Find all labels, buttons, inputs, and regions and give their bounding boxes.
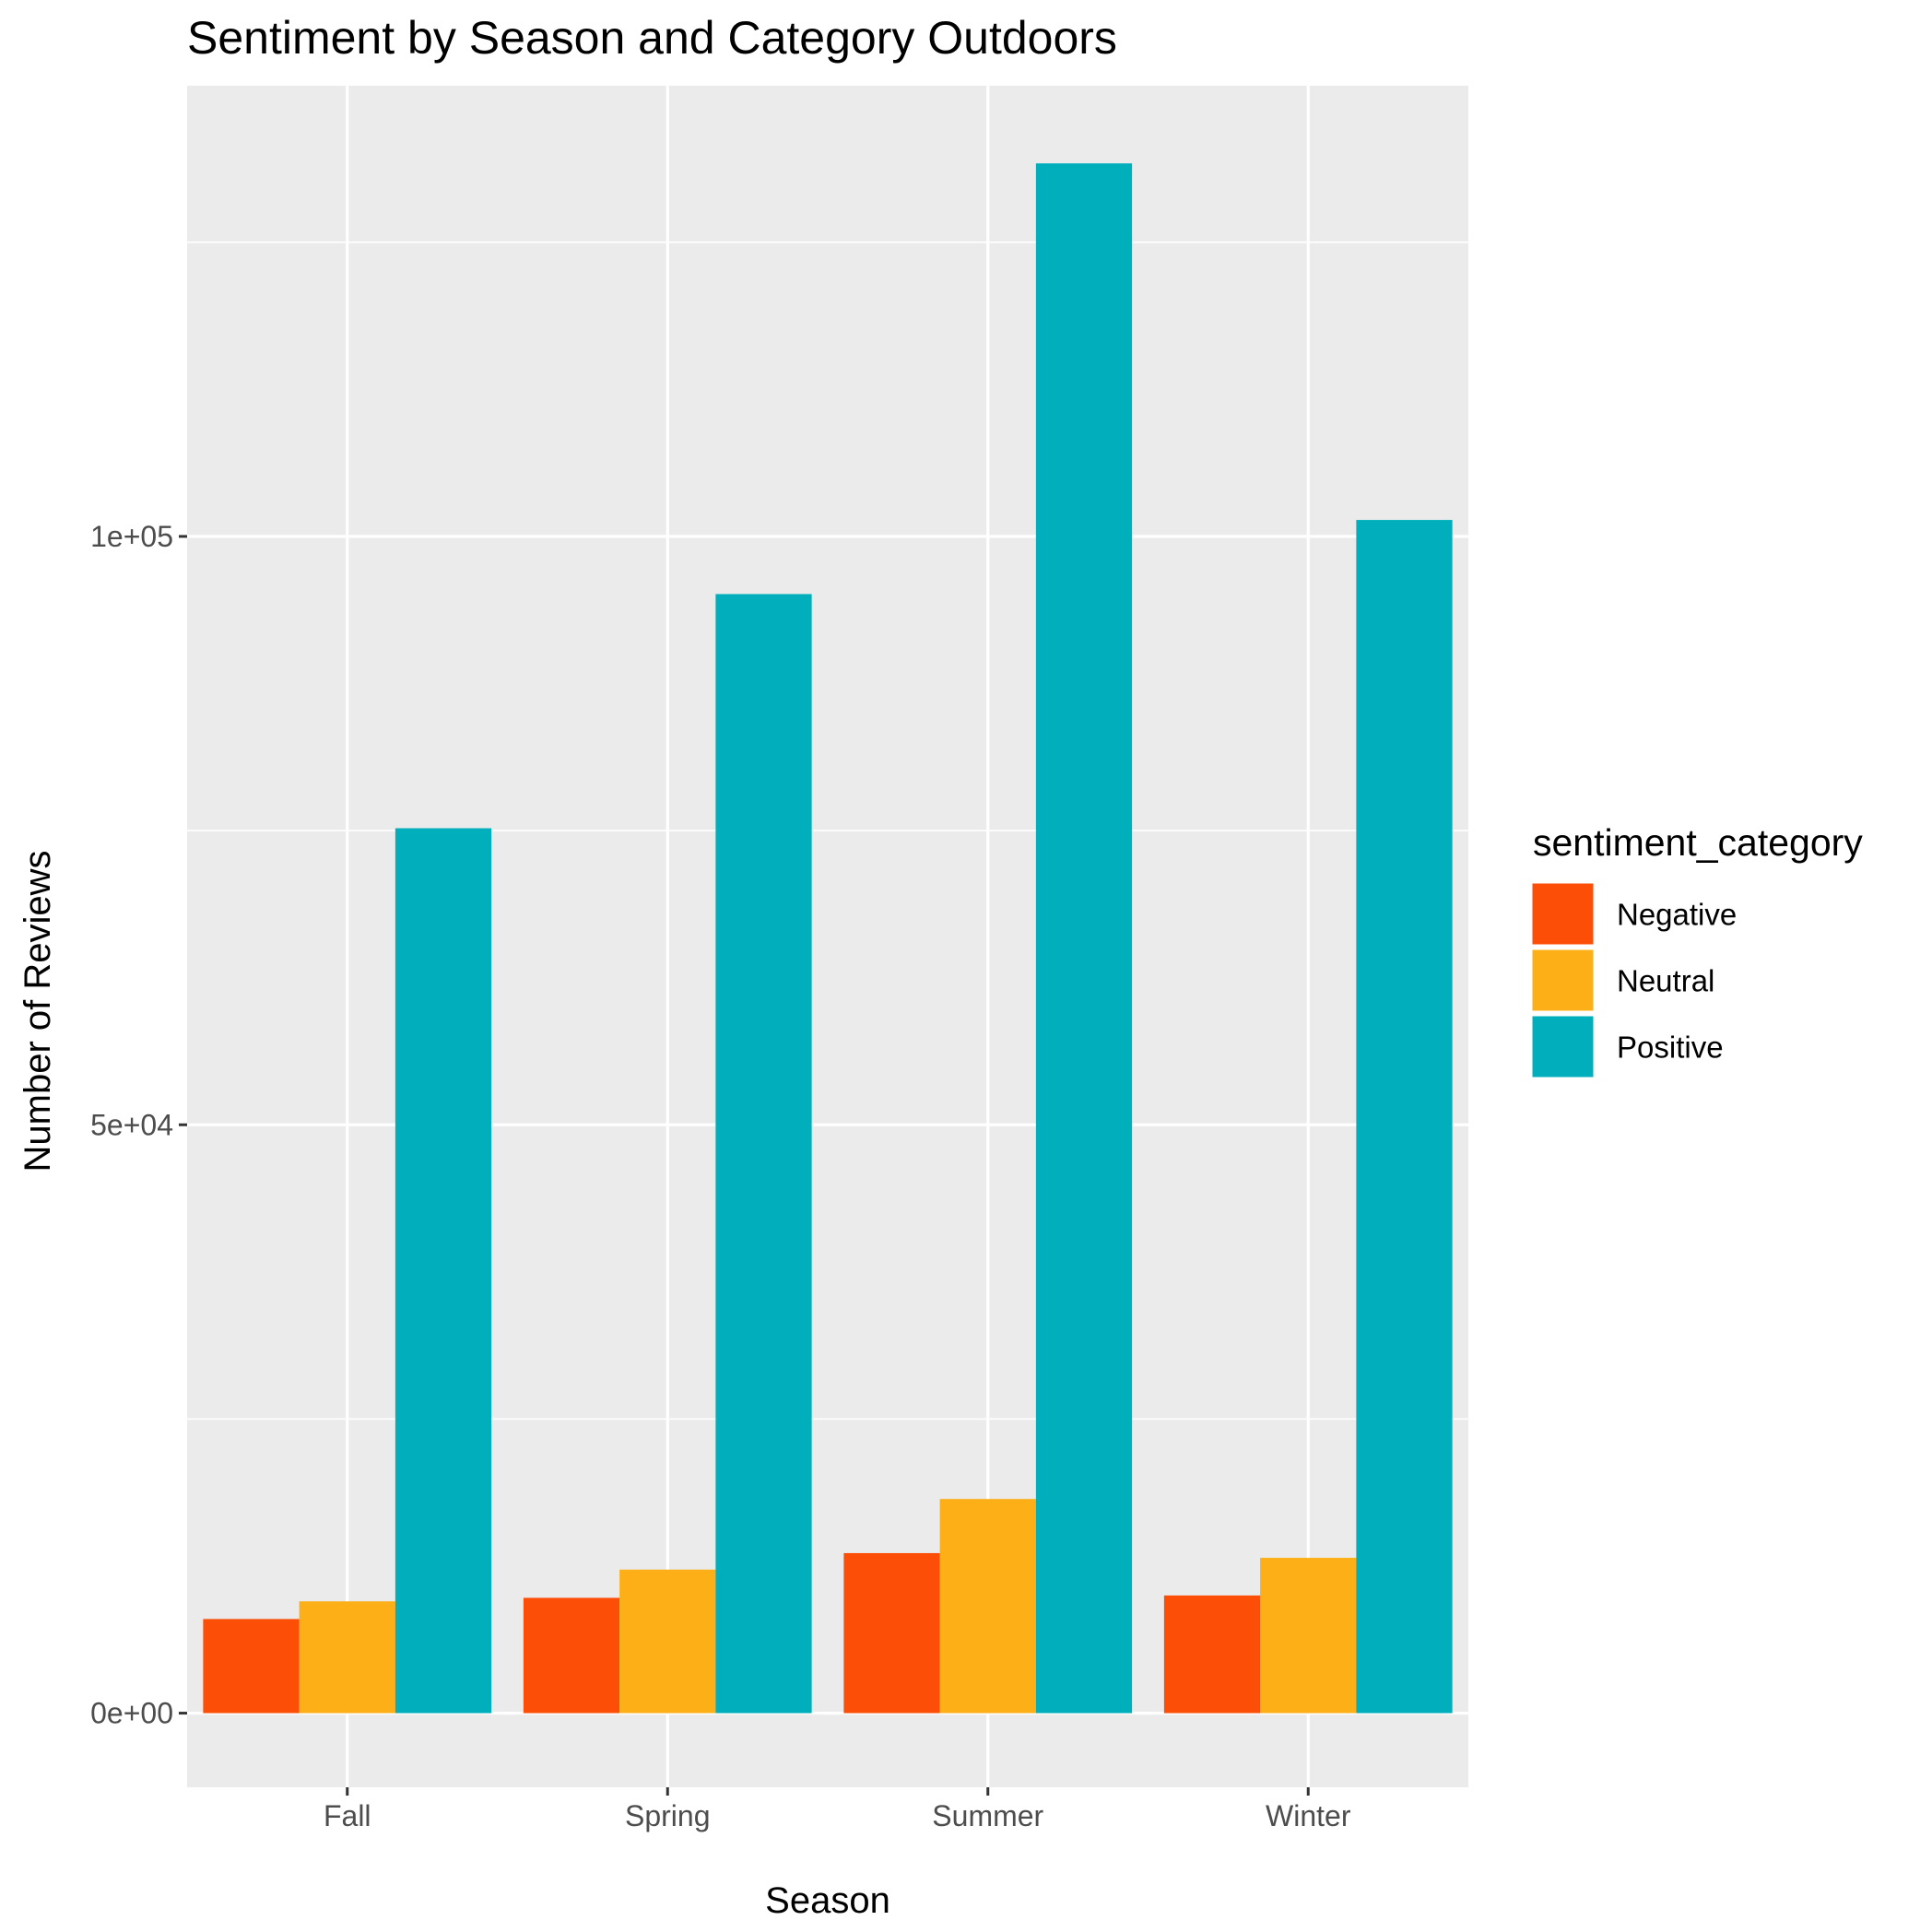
x-tick-label: Spring bbox=[625, 1799, 711, 1832]
y-axis: 0e+00 5e+04 1e+05 bbox=[90, 520, 187, 1730]
x-tick-label: Fall bbox=[324, 1799, 371, 1832]
legend-title: sentiment_category bbox=[1533, 821, 1863, 864]
bar-negative-fall bbox=[203, 1619, 300, 1714]
plot-panel bbox=[187, 86, 1468, 1787]
legend-key-neutral bbox=[1529, 947, 1596, 1014]
legend-label: Neutral bbox=[1617, 964, 1714, 998]
y-axis-title: Number of Reviews bbox=[18, 850, 58, 1172]
bar-positive-winter bbox=[1356, 520, 1453, 1714]
legend: sentiment_category Negative Neutral Positi… bbox=[1529, 821, 1863, 1080]
y-tick-label: 0e+00 bbox=[90, 1697, 173, 1730]
x-axis-title: Season bbox=[765, 1880, 890, 1921]
y-tick-label: 1e+05 bbox=[90, 520, 173, 553]
bar-positive-spring bbox=[715, 594, 812, 1714]
bar-neutral-winter bbox=[1260, 1558, 1357, 1714]
bar-negative-summer bbox=[843, 1552, 940, 1714]
x-tick-label: Summer bbox=[932, 1799, 1043, 1832]
bars bbox=[203, 163, 1453, 1714]
bar-neutral-spring bbox=[619, 1569, 716, 1714]
bar-positive-summer bbox=[1035, 163, 1133, 1714]
bar-negative-winter bbox=[1163, 1595, 1261, 1714]
legend-key-negative bbox=[1529, 880, 1596, 948]
chart-title: Sentiment by Season and Category Outdoor… bbox=[187, 12, 1117, 64]
legend-label: Positive bbox=[1617, 1031, 1724, 1065]
x-tick-label: Winter bbox=[1266, 1799, 1351, 1832]
bar-neutral-fall bbox=[299, 1601, 395, 1714]
x-axis: Fall Spring Summer Winter bbox=[324, 1787, 1351, 1832]
legend-key-positive bbox=[1529, 1013, 1596, 1080]
bar-neutral-summer bbox=[939, 1499, 1036, 1714]
y-tick-label: 5e+04 bbox=[90, 1108, 173, 1141]
bar-positive-fall bbox=[395, 828, 492, 1714]
bar-negative-spring bbox=[523, 1597, 620, 1714]
legend-label: Negative bbox=[1617, 898, 1737, 932]
